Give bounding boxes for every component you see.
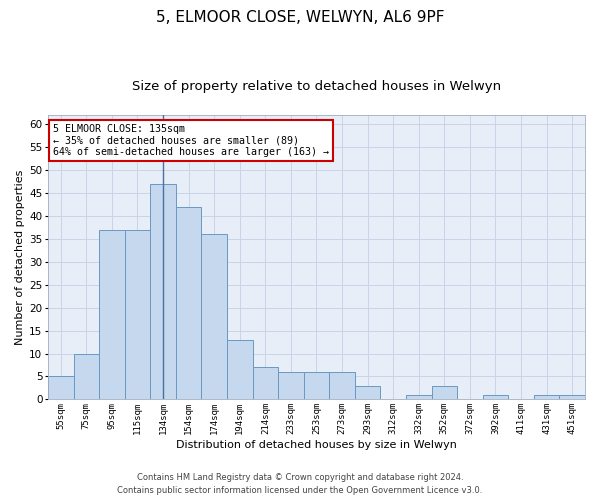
Text: 5, ELMOOR CLOSE, WELWYN, AL6 9PF: 5, ELMOOR CLOSE, WELWYN, AL6 9PF	[156, 10, 444, 25]
Bar	[253, 368, 278, 400]
Bar	[304, 372, 329, 400]
Bar	[278, 372, 304, 400]
Text: Contains HM Land Registry data © Crown copyright and database right 2024.
Contai: Contains HM Land Registry data © Crown c…	[118, 474, 482, 495]
Bar	[99, 230, 125, 400]
Text: 5 ELMOOR CLOSE: 135sqm
← 35% of detached houses are smaller (89)
64% of semi-det: 5 ELMOOR CLOSE: 135sqm ← 35% of detached…	[53, 124, 329, 156]
Title: Size of property relative to detached houses in Welwyn: Size of property relative to detached ho…	[132, 80, 501, 93]
Bar	[559, 395, 585, 400]
Bar	[355, 386, 380, 400]
Bar	[176, 206, 202, 400]
Bar	[150, 184, 176, 400]
Bar	[74, 354, 99, 400]
X-axis label: Distribution of detached houses by size in Welwyn: Distribution of detached houses by size …	[176, 440, 457, 450]
Bar	[534, 395, 559, 400]
Y-axis label: Number of detached properties: Number of detached properties	[15, 170, 25, 345]
Bar	[125, 230, 150, 400]
Bar	[227, 340, 253, 400]
Bar	[329, 372, 355, 400]
Bar	[431, 386, 457, 400]
Bar	[48, 376, 74, 400]
Bar	[202, 234, 227, 400]
Bar	[483, 395, 508, 400]
Bar	[406, 395, 431, 400]
